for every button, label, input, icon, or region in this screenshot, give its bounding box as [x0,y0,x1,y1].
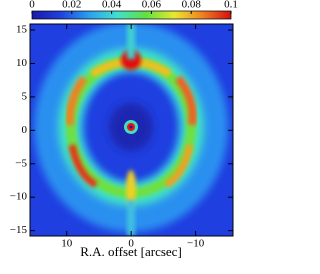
y-tick-label: 10 [16,57,28,69]
colorbar-tick-label: 0.06 [142,0,162,11]
colorbar-tick-label: 0.1 [224,0,238,11]
y-tick-label: −10 [10,191,28,203]
image [30,24,233,236]
x-tick-label: 0 [128,238,134,250]
y-tick-label: 0 [22,124,28,136]
y-tick-label: 5 [22,90,28,102]
y-tick-label: 15 [16,24,28,36]
x-tick-label: −10 [187,238,205,250]
x-axis-label: R.A. offset [arcsec] [80,244,182,259]
chart: R.A. offset [arcsec] 10 0 −10 −15 −10 −5 0 5 10 1… [10,0,238,259]
colorbar-tick-label: 0.08 [182,0,202,11]
y-tick-label: −5 [15,157,27,169]
colorbar-tick-label: 0 [29,0,35,11]
x-tick-label: 10 [61,238,73,250]
colorbar [31,10,232,20]
colorbar-tick-label: 0.04 [102,0,122,11]
y-tick-label: −15 [10,224,28,236]
colorbar-tick-label: 0.02 [62,0,81,11]
